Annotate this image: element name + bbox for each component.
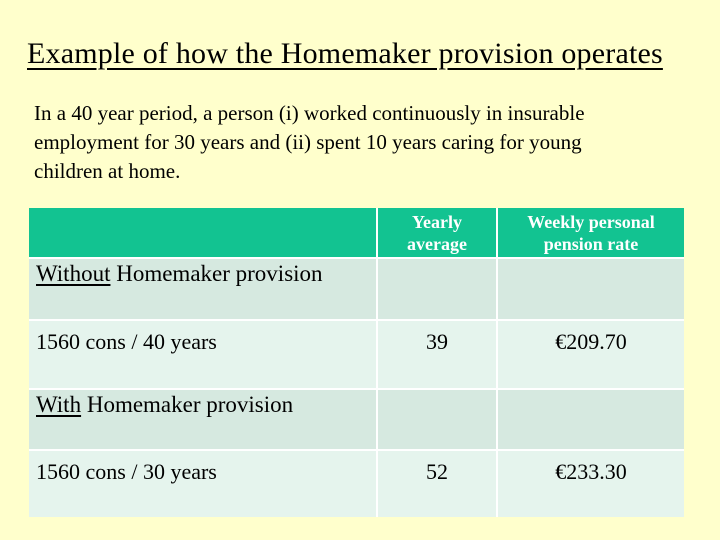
slide-title: Example of how the Homemaker provision o… (27, 37, 663, 70)
intro-paragraph: In a 40 year period, a person (i) worked… (34, 101, 585, 183)
weekly-rate-cell: €209.70 (496, 319, 685, 390)
header-cell-empty (28, 207, 378, 259)
section-label-rest: Homemaker provision (110, 261, 323, 286)
yearly-average-cell: 39 (376, 319, 498, 390)
data-label-30-years: 1560 cons / 30 years (28, 449, 378, 518)
yearly-average-cell: 52 (376, 449, 498, 518)
pension-table: Yearly average Weekly personal pension r… (28, 207, 685, 518)
header-cell-weekly-pension-rate: Weekly personal pension rate (496, 207, 685, 259)
section-label-without: Without Homemaker provision (28, 257, 378, 321)
section-label-rest: Homemaker provision (81, 392, 294, 417)
yearly-average-cell (376, 388, 498, 451)
table-row-1560-30-years: 1560 cons / 30 years 52 €233.30 (28, 449, 685, 518)
weekly-rate-cell (496, 257, 685, 321)
data-label-40-years: 1560 cons / 40 years (28, 319, 378, 390)
underlined-word: With (36, 392, 82, 417)
table-header-row: Yearly average Weekly personal pension r… (28, 207, 685, 259)
section-label-with: With Homemaker provision (28, 388, 378, 451)
table-row-with-section: With Homemaker provision (28, 388, 685, 451)
underlined-word: Without (36, 261, 111, 286)
weekly-rate-cell (496, 388, 685, 451)
weekly-rate-cell: €233.30 (496, 449, 685, 518)
table-row-without-section: Without Homemaker provision (28, 257, 685, 321)
table-row-1560-40-years: 1560 cons / 40 years 39 €209.70 (28, 319, 685, 390)
header-cell-yearly-average: Yearly average (376, 207, 498, 259)
yearly-average-cell (376, 257, 498, 321)
